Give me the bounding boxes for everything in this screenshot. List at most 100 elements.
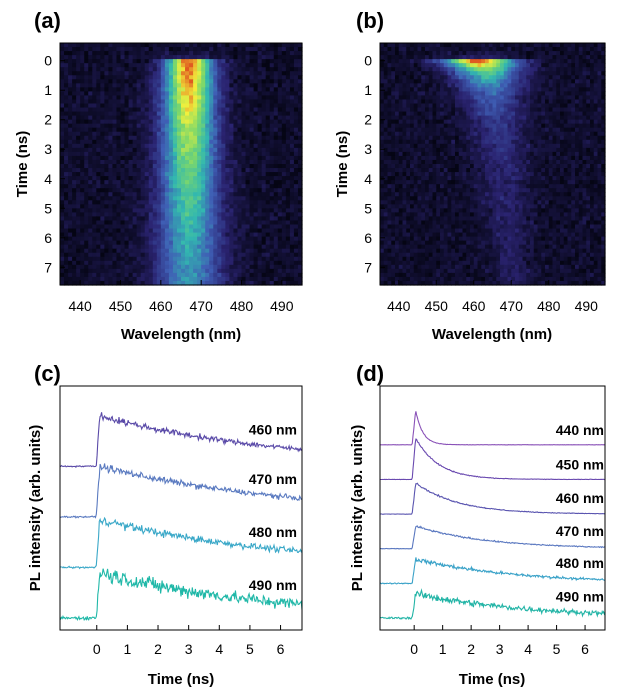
heatmap-cell bbox=[128, 67, 134, 72]
heatmap-cell bbox=[140, 188, 146, 193]
heatmap-cell bbox=[500, 71, 505, 76]
heatmap-cell bbox=[104, 47, 109, 52]
heatmap-cell bbox=[383, 59, 389, 64]
heatmap-cell bbox=[281, 115, 287, 121]
heatmap-cell bbox=[104, 216, 109, 222]
heatmap-cell bbox=[245, 216, 251, 222]
heatmap-cell bbox=[201, 216, 206, 222]
heatmap-cell bbox=[586, 67, 591, 72]
heatmap-cell bbox=[277, 99, 283, 105]
heatmap-cell bbox=[293, 83, 299, 88]
heatmap-cell bbox=[209, 111, 214, 117]
heatmap-cell bbox=[197, 159, 202, 165]
heatmap-cell bbox=[128, 159, 134, 165]
heatmap-cell bbox=[548, 115, 554, 121]
heatmap-cell bbox=[197, 47, 202, 52]
heatmap-cell bbox=[221, 147, 226, 153]
heatmap-cell bbox=[193, 204, 198, 209]
heatmap-cell bbox=[168, 55, 174, 60]
heatmap-cell bbox=[60, 184, 65, 189]
heatmap-cell bbox=[245, 204, 251, 209]
heatmap-cell bbox=[253, 248, 259, 254]
heatmap-cell bbox=[537, 75, 542, 80]
heatmap-cell bbox=[88, 119, 93, 125]
heatmap-cell bbox=[217, 252, 222, 258]
heatmap-cell bbox=[60, 204, 65, 209]
heatmap-cell bbox=[428, 91, 434, 97]
heatmap-cell bbox=[205, 256, 210, 262]
heatmap-cell bbox=[593, 103, 599, 109]
heatmap-cell bbox=[225, 272, 230, 278]
heatmap-cell bbox=[285, 55, 291, 60]
heatmap-cell bbox=[503, 63, 509, 68]
heatmap-cell bbox=[462, 103, 467, 109]
heatmap-cell bbox=[229, 43, 235, 48]
heatmap-cell bbox=[237, 240, 243, 246]
heatmap-cell bbox=[233, 280, 239, 286]
heatmap-cell bbox=[148, 280, 154, 286]
heatmap-cell bbox=[72, 260, 77, 266]
heatmap-cell bbox=[96, 164, 101, 169]
heatmap-cell bbox=[537, 63, 542, 68]
heatmap-cell bbox=[265, 260, 271, 266]
heatmap-cell bbox=[545, 83, 550, 88]
heatmap-cell bbox=[197, 71, 202, 76]
panel-a-xlabel: Wavelength (nm) bbox=[121, 326, 241, 343]
heatmap-cell bbox=[586, 123, 591, 129]
heatmap-cell bbox=[185, 103, 190, 109]
heatmap-cell bbox=[80, 200, 85, 205]
heatmap-cell bbox=[221, 83, 226, 88]
heatmap-cell bbox=[225, 119, 230, 125]
heatmap-cell bbox=[60, 43, 65, 48]
heatmap-cell bbox=[197, 276, 202, 282]
heatmap-cell bbox=[181, 131, 186, 137]
heatmap-cell bbox=[470, 131, 475, 137]
heatmap-cell bbox=[64, 176, 69, 181]
heatmap-cell bbox=[261, 268, 267, 274]
heatmap-cell bbox=[172, 83, 178, 88]
heatmap-cell bbox=[193, 111, 198, 117]
heatmap-cell bbox=[229, 184, 235, 189]
heatmap-cell bbox=[571, 55, 576, 60]
heatmap-cell bbox=[492, 59, 497, 64]
heatmap-cell bbox=[112, 188, 118, 193]
heatmap-cell bbox=[233, 268, 239, 274]
heatmap-cell bbox=[391, 119, 396, 125]
heatmap-cell bbox=[548, 59, 554, 64]
heatmap-cell bbox=[92, 99, 97, 105]
heatmap-cell bbox=[261, 151, 267, 157]
heatmap-cell bbox=[281, 119, 287, 125]
heatmap-cell bbox=[144, 212, 150, 218]
heatmap-cell bbox=[285, 115, 291, 121]
heatmap-cell bbox=[189, 236, 194, 242]
heatmap-cell bbox=[76, 176, 81, 181]
heatmap-cell bbox=[229, 208, 235, 213]
heatmap-cell bbox=[269, 159, 275, 165]
heatmap-cell bbox=[88, 47, 93, 52]
heatmap-cell bbox=[387, 51, 392, 56]
heatmap-cell bbox=[387, 127, 392, 133]
heatmap-cell bbox=[108, 228, 114, 234]
heatmap-cell bbox=[116, 184, 122, 189]
heatmap-cell bbox=[245, 260, 251, 266]
heatmap-cell bbox=[477, 71, 482, 76]
heatmap-cell bbox=[189, 139, 194, 145]
heatmap-cell bbox=[124, 208, 130, 213]
heatmap-cell bbox=[76, 260, 81, 266]
y-tick-label: 1 bbox=[44, 82, 52, 98]
x-tick-label: 450 bbox=[109, 298, 133, 314]
heatmap-cell bbox=[120, 71, 126, 76]
heatmap-cell bbox=[92, 188, 97, 193]
heatmap-cell bbox=[380, 103, 385, 109]
heatmap-cell bbox=[60, 99, 65, 105]
heatmap-cell bbox=[92, 276, 97, 282]
heatmap-cell bbox=[281, 151, 287, 157]
heatmap-cell bbox=[112, 95, 118, 101]
heatmap-cell bbox=[132, 260, 138, 266]
heatmap-cell bbox=[64, 123, 69, 129]
heatmap-cell bbox=[277, 51, 283, 56]
heatmap-cell bbox=[245, 131, 251, 137]
heatmap-cell bbox=[108, 139, 114, 145]
heatmap-cell bbox=[515, 79, 520, 84]
heatmap-cell bbox=[496, 107, 501, 113]
